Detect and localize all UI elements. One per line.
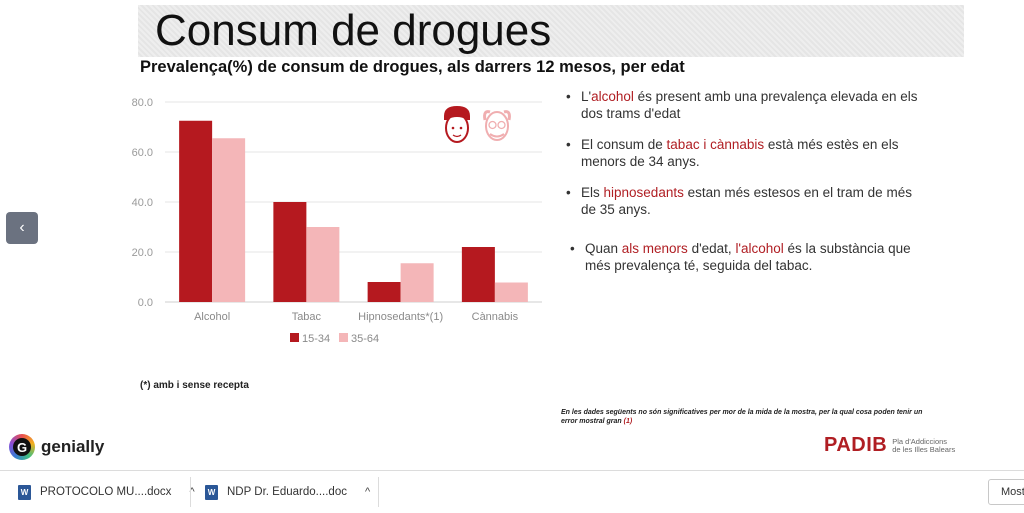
chevron-up-icon[interactable]: ^ (189, 486, 195, 498)
padib-subtitle-line: de les Illes Balears (892, 444, 956, 454)
bar-35-64 (212, 138, 246, 302)
bar-35-64 (494, 282, 528, 302)
chevron-up-icon[interactable]: ^ (364, 486, 371, 498)
download-filename: PROTOCOLO MU....docx (40, 486, 172, 498)
prev-slide-button[interactable]: ‹ (6, 212, 38, 244)
word-doc-icon: W (205, 484, 218, 500)
bar-chart: 0.0 20.0 40.0 60.0 80.0 Alcohol Tabac Hipnoseda… (132, 97, 542, 345)
chart-subtitle: Prevalença(%) de consum de drogues, als … (140, 58, 685, 76)
padib-subtitle: Pla d'Addiccions de les Illes Balears (892, 436, 956, 454)
bullet-item: El consum de tabac i cànnabis està més e… (566, 136, 926, 170)
bullet-text-part: El consum de (581, 137, 667, 152)
bullet-text: El consum de tabac i cànnabis està més e… (581, 137, 898, 169)
x-tick-label: Tabac (292, 311, 322, 323)
show-all-button[interactable]: Most (988, 479, 1024, 505)
bullet-text-part: d'edat, (687, 241, 736, 256)
bar-15-34 (461, 247, 495, 302)
downloads-bar: W PROTOCOLO MU....docx ^ W NDP Dr. Eduar… (0, 470, 1024, 513)
young-person-icon (444, 106, 470, 143)
download-item[interactable]: W PROTOCOLO MU....docx ^ (18, 471, 195, 513)
x-tick-label: Cànnabis (472, 311, 519, 323)
highlighted-term: hipnosedants (603, 185, 684, 200)
x-tick-label: Hipnosedants*(1) (358, 311, 443, 323)
bullet-list: L'alcohol és present amb una prevalença … (566, 88, 926, 288)
y-tick-label: 40.0 (132, 197, 153, 209)
padib-logo: PADIB Pla d'Addiccions de les Illes Bale… (824, 434, 955, 457)
y-tick-label: 80.0 (132, 97, 153, 109)
highlighted-term: als menors (621, 241, 688, 256)
bullet-item: L'alcohol és present amb una prevalença … (566, 88, 926, 122)
genially-logo[interactable]: G genially (9, 434, 104, 460)
bullet-item: Quan als menors d'edat, l'alcohol és la … (570, 240, 926, 274)
padib-wordmark: PADIB (824, 434, 888, 456)
bullet-text: Quan als menors d'edat, l'alcohol és la … (585, 241, 911, 273)
genially-icon: G (9, 434, 35, 460)
bullet-text-part: L' (581, 89, 592, 104)
bullet-text: Els hipnosedants estan més estesos en el… (581, 185, 912, 217)
padib-subtitle-line: Pla d'Addiccions (892, 436, 948, 446)
bullet-text-part: Els (581, 185, 604, 200)
legend-label: 35-64 (351, 333, 379, 345)
sample-note-text: En les dades següents no són significati… (561, 409, 923, 425)
legend-swatch (290, 333, 299, 342)
y-tick-label: 20.0 (132, 247, 153, 259)
download-item[interactable]: W NDP Dr. Eduardo....doc ^ (205, 471, 370, 513)
bullet-text-part: és la substància que més prevalença té, … (585, 241, 911, 273)
divider (378, 477, 379, 507)
bullet-item: Els hipnosedants estan més estesos en el… (566, 184, 926, 218)
y-tick-label: 60.0 (132, 147, 153, 159)
bar-15-34 (367, 282, 401, 302)
people-icon (444, 106, 511, 143)
old-person-icon (483, 110, 511, 141)
footnote: (*) amb i sense recepta (140, 380, 249, 391)
title-bar (138, 5, 964, 57)
bar-35-64 (306, 227, 340, 302)
bullet-text-part: estan més estesos en el tram de més de 3… (581, 185, 912, 217)
y-tick-label: 0.0 (138, 297, 153, 309)
bar-15-34 (179, 120, 213, 302)
bullet-text: L'alcohol és present amb una prevalença … (581, 89, 918, 121)
genially-wordmark: genially (41, 437, 105, 456)
highlighted-term: l'alcohol (735, 241, 784, 256)
divider (190, 477, 191, 507)
legend-label: 15-34 (302, 333, 330, 345)
legend-swatch (339, 333, 348, 342)
sample-note: En les dades següents no són significati… (561, 408, 931, 426)
download-filename: NDP Dr. Eduardo....doc (227, 486, 347, 498)
highlighted-term: alcohol (591, 89, 634, 104)
chevron-left-icon: ‹ (19, 219, 25, 236)
highlighted-term: tabac i cànnabis (666, 137, 765, 152)
slide-title: Consum de drogues (155, 6, 552, 55)
x-tick-label: Alcohol (194, 311, 230, 323)
bullet-text-part: és present amb una prevalença elevada en… (581, 89, 918, 121)
bullet-text-part: Quan (585, 241, 622, 256)
bar-15-34 (273, 202, 307, 302)
sample-note-ref: (1) (623, 418, 633, 425)
bar-35-64 (400, 263, 434, 302)
word-doc-icon: W (18, 484, 31, 500)
bullet-text-part: està més estès en els menors de 34 anys. (581, 137, 899, 169)
genially-glyph: G (13, 438, 31, 456)
